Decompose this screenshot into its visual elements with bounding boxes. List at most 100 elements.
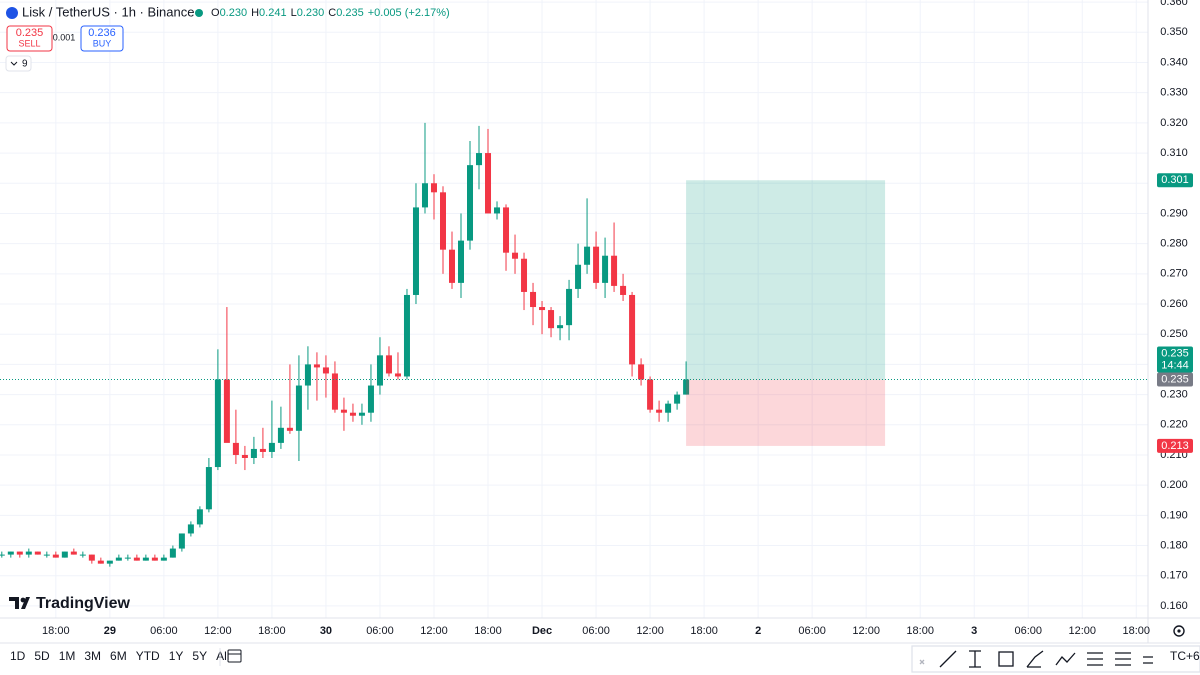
watermark[interactable]: TradingView xyxy=(36,595,131,612)
target-price-label-bg xyxy=(1157,173,1193,188)
rectangle-tool[interactable] xyxy=(998,651,1014,667)
candle-body xyxy=(521,258,528,292)
candle-body xyxy=(277,427,284,443)
candle-body xyxy=(187,524,194,534)
x-tick-label: 18:00 xyxy=(690,625,718,637)
candle-body xyxy=(358,412,365,416)
candle-body xyxy=(223,379,230,443)
candle-body xyxy=(512,252,519,259)
x-tick-label: 18:00 xyxy=(258,625,286,637)
candle-body xyxy=(620,285,627,295)
sell-button[interactable] xyxy=(6,25,53,52)
bar-countdown: 14:44 xyxy=(1161,359,1189,371)
buy-label: BUY xyxy=(93,38,112,48)
ohlc-key: O xyxy=(211,7,220,19)
y-tick-label: 0.310 xyxy=(1160,147,1188,159)
x-tick-label: 06:00 xyxy=(366,625,394,637)
date-range-icon[interactable] xyxy=(227,649,242,663)
range-button[interactable]: 5Y xyxy=(192,649,207,663)
ohlc-value: 0.230 xyxy=(220,7,248,19)
range-button[interactable]: 1M xyxy=(59,649,76,663)
candle-body xyxy=(52,554,59,558)
candle-body xyxy=(340,409,347,413)
candle-body xyxy=(151,557,158,561)
trendline-tool[interactable] xyxy=(939,650,957,668)
sell-price: 0.235 xyxy=(16,27,44,39)
path-tool[interactable] xyxy=(1055,652,1076,666)
entry-price-label: 0.235 xyxy=(1161,373,1189,385)
drawing-toolbar xyxy=(911,645,1200,673)
watermark-logo-dot xyxy=(20,597,26,603)
y-tick-label: 0.290 xyxy=(1160,207,1188,219)
measure-tool[interactable] xyxy=(1143,656,1153,664)
candle-body xyxy=(25,551,32,555)
y-tick-label: 0.200 xyxy=(1160,479,1188,491)
settings-icon[interactable] xyxy=(1173,625,1185,637)
range-button[interactable]: YTD xyxy=(136,649,160,663)
candle-body xyxy=(178,533,185,549)
range-button[interactable]: 3M xyxy=(84,649,101,663)
x-tick-label: 18:00 xyxy=(906,625,934,637)
market-status xyxy=(195,9,203,17)
y-tick-label: 0.270 xyxy=(1160,268,1188,280)
x-tick-label: 06:00 xyxy=(1014,625,1042,637)
ohlc-key: L xyxy=(291,7,297,19)
tool-icon[interactable] xyxy=(919,659,925,665)
y-tick-label: 0.170 xyxy=(1160,570,1188,582)
candle-body xyxy=(70,551,77,555)
candle-body xyxy=(458,240,465,283)
ohlc-key: H xyxy=(251,7,259,19)
candle-body xyxy=(232,442,239,455)
x-tick-label: Dec xyxy=(532,625,552,637)
levels-tool[interactable] xyxy=(1115,652,1131,666)
candle-body xyxy=(205,467,212,510)
buy-button[interactable] xyxy=(80,25,124,52)
candle-body xyxy=(376,355,383,386)
candle-body xyxy=(61,551,68,558)
ray-tool[interactable] xyxy=(969,650,981,668)
y-tick-label: 0.340 xyxy=(1160,56,1188,68)
entry-price-label-bg xyxy=(1157,372,1193,387)
x-tick-label: 06:00 xyxy=(582,625,610,637)
drawing-tools xyxy=(911,645,1200,673)
candle-body xyxy=(0,554,5,556)
candle-body xyxy=(683,379,690,395)
ohlc-value: 0.230 xyxy=(297,7,325,19)
candle-body xyxy=(539,307,546,311)
range-button[interactable]: 5D xyxy=(34,649,50,663)
candle-body xyxy=(430,183,437,193)
candle-body xyxy=(548,310,555,329)
timezone[interactable]: TC+6 xyxy=(1170,649,1200,663)
x-tick-label: 18:00 xyxy=(1123,625,1151,637)
symbol-title[interactable]: Lisk / TetherUS · 1h · Binance xyxy=(22,4,194,19)
candle-body xyxy=(656,409,663,413)
range-button[interactable]: 1D xyxy=(10,649,26,663)
angle-tool[interactable] xyxy=(1026,650,1044,668)
sell-label: SELL xyxy=(18,38,40,48)
candle-body xyxy=(476,153,483,166)
candle-body xyxy=(214,379,221,468)
candle-body xyxy=(259,448,266,452)
candle-body xyxy=(494,207,501,214)
range-button[interactable]: 1Y xyxy=(169,649,184,663)
candle-body xyxy=(124,557,131,559)
ohlc-values: O0.230 H0.241 L0.230 C0.235 +0.005 (+2.17%) xyxy=(211,7,450,19)
candle-body xyxy=(34,551,41,555)
candle-body xyxy=(611,255,618,286)
fib-tool[interactable] xyxy=(1087,652,1103,666)
range-button[interactable]: All xyxy=(216,649,229,663)
symbol-logo xyxy=(6,7,18,19)
range-button[interactable]: 6M xyxy=(110,649,127,663)
candle-body xyxy=(16,551,23,555)
x-tick-label: 12:00 xyxy=(204,625,232,637)
indicators-toggle[interactable] xyxy=(5,55,32,72)
ohlc-change: +0.005 (+2.17%) xyxy=(368,7,450,19)
candle-body xyxy=(467,165,474,241)
candle-body xyxy=(304,364,311,386)
candle-body xyxy=(196,509,203,525)
candle-body xyxy=(503,207,510,253)
candle-body xyxy=(88,554,95,561)
candle-body xyxy=(647,379,654,410)
candle-body xyxy=(403,294,410,377)
